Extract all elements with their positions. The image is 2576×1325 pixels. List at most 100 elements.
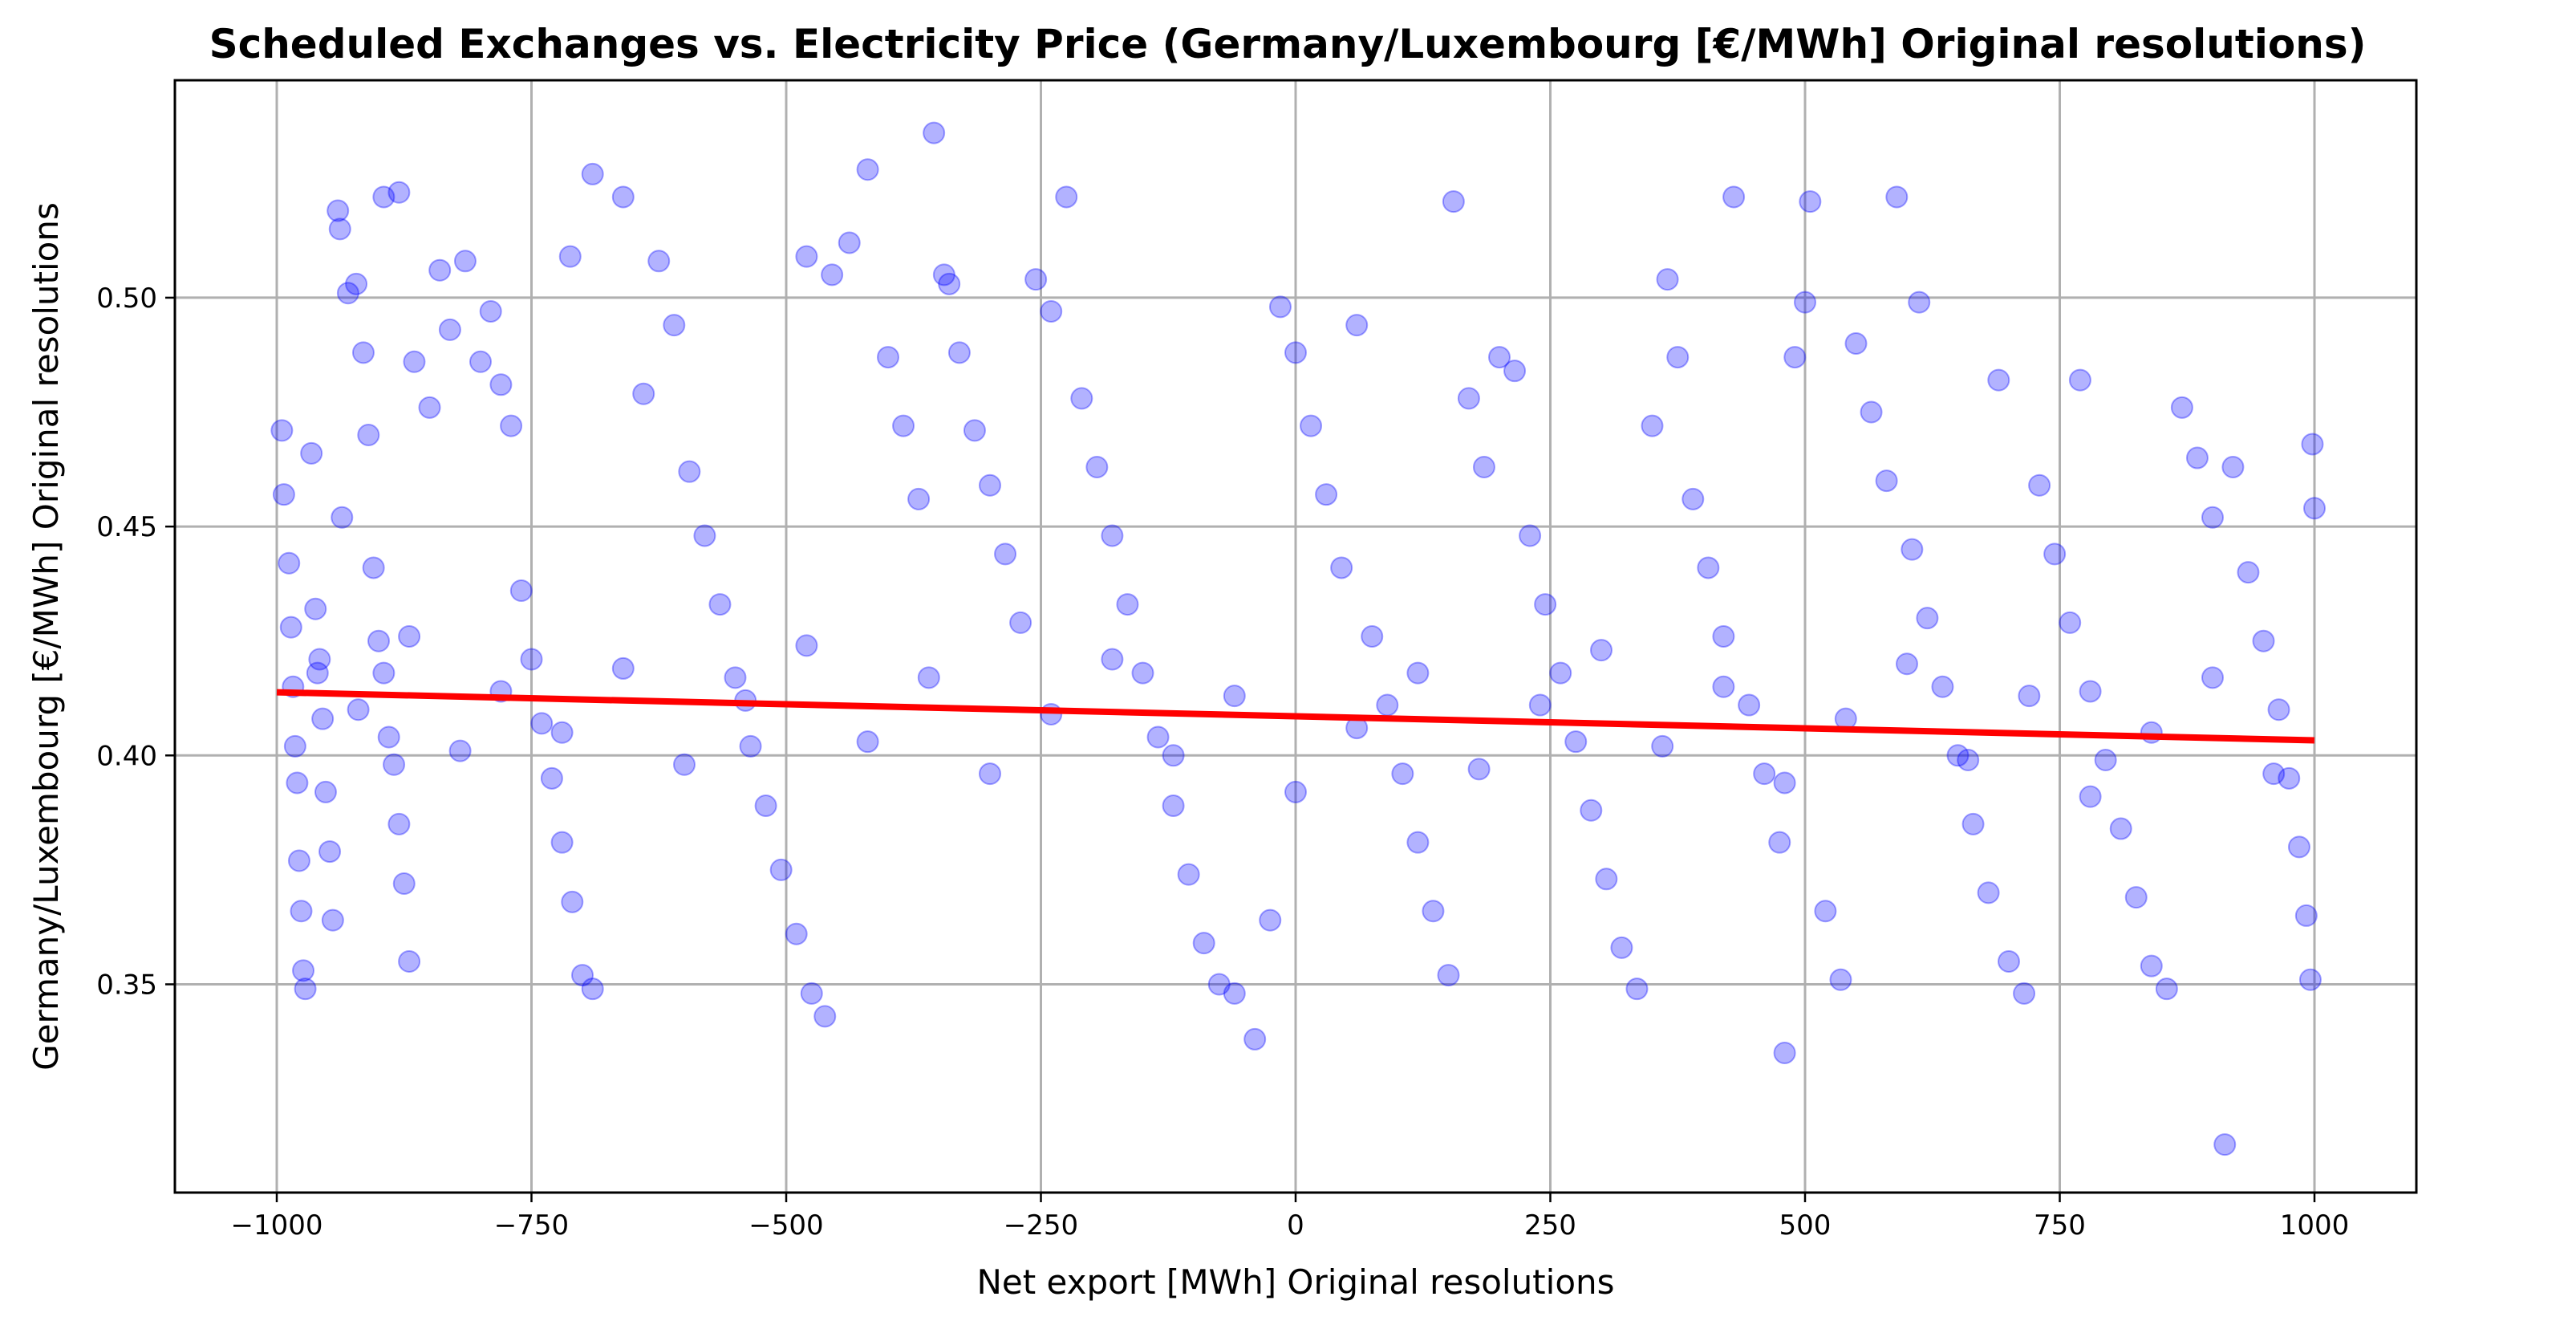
scatter-point — [1101, 524, 1124, 547]
x-tick-label: −750 — [494, 1209, 569, 1242]
scatter-point — [438, 318, 461, 341]
scatter-point — [1885, 185, 1909, 209]
scatter-point — [1376, 693, 1399, 717]
x-tick-label: −1000 — [230, 1209, 323, 1242]
grid-lines — [175, 80, 2416, 1193]
scatter-point — [581, 977, 604, 1001]
scatter-point — [2303, 497, 2326, 520]
scatter-point — [540, 766, 563, 790]
scatter-point — [1361, 625, 1384, 648]
scatter-point — [1315, 483, 1338, 506]
scatter-point — [1534, 593, 1557, 616]
scatter-point — [1998, 949, 2020, 973]
scatter-point — [724, 666, 747, 689]
scatter-point — [581, 162, 604, 185]
scatter-point — [383, 753, 406, 776]
scatter-point — [2185, 446, 2209, 469]
scatter-point — [1284, 780, 1307, 803]
scatter-point — [314, 780, 337, 803]
scatter-point — [1666, 346, 1690, 369]
scatter-point — [272, 483, 295, 506]
scatter-point — [1330, 556, 1353, 579]
scatter-point — [387, 812, 411, 835]
scatter-point — [1243, 1027, 1267, 1051]
scatter-point — [1391, 762, 1414, 786]
scatter-point — [1101, 648, 1124, 671]
scatter-point — [367, 629, 390, 652]
axis-ticks: −1000 −750 −500 −250 0 250 500 750 1000 0.35 0.40 0… — [96, 282, 2349, 1242]
scatter-point — [2028, 474, 2051, 497]
scatter-point — [571, 964, 594, 987]
y-tick-label: 0.35 — [96, 969, 157, 1001]
scatter-point — [892, 414, 915, 437]
scatter-point — [2201, 666, 2224, 689]
scatter-point — [1844, 331, 1868, 355]
scatter-point — [1300, 414, 1323, 437]
scatter-point — [392, 872, 416, 895]
y-tick-label: 0.45 — [96, 511, 157, 543]
scatter-point — [1009, 611, 1032, 634]
scatter-point — [283, 734, 306, 758]
x-tick-label: 1000 — [2280, 1209, 2350, 1242]
scatter-point — [813, 1005, 837, 1028]
scatter-point — [1712, 675, 1735, 698]
scatter-point — [1442, 190, 1465, 213]
scatter-point — [489, 373, 513, 396]
scatter-point — [1738, 693, 1761, 717]
scatter-point — [1799, 190, 1822, 213]
scatter-point — [963, 419, 986, 442]
x-axis-label: Net export [MWh] Original resolutions — [976, 1262, 1614, 1302]
scatter-point — [403, 350, 426, 373]
scatter-point — [398, 625, 421, 648]
scatter-point — [1681, 487, 1705, 510]
scatter-point — [739, 734, 762, 758]
scatter-point — [558, 245, 582, 268]
scatter-point — [1651, 734, 1674, 758]
scatter-point — [2278, 766, 2301, 790]
scatter-point — [877, 346, 899, 369]
scatter-point — [1564, 730, 1588, 754]
scatter-point — [321, 908, 344, 932]
x-tick-label: 0 — [1287, 1209, 1304, 1242]
scatter-point — [1223, 982, 1246, 1005]
scatter-point — [550, 721, 574, 744]
scatter-point — [1437, 964, 1460, 987]
scatter-point — [2155, 977, 2178, 1001]
scatter-point — [311, 707, 335, 730]
scatter-point — [287, 849, 310, 872]
scatter-point — [308, 648, 331, 671]
scatter-point — [1901, 538, 1924, 561]
scatter-point — [1085, 455, 1109, 478]
scatter-point — [932, 263, 955, 287]
scatter-point — [1768, 831, 1791, 854]
scatter-point — [509, 579, 533, 602]
x-tick-label: 750 — [2034, 1209, 2086, 1242]
scatter-point — [479, 300, 502, 323]
scatter-point — [611, 185, 635, 209]
scatter-point — [530, 712, 554, 735]
scatter-point — [1146, 725, 1170, 749]
scatter-point — [673, 753, 696, 776]
scatter-point — [2109, 817, 2132, 840]
scatter-point — [1860, 400, 1883, 424]
scatter-point — [1610, 936, 1633, 959]
scatter-point — [1595, 868, 1618, 891]
scatter-point — [328, 217, 351, 241]
scatter-point — [1829, 968, 1852, 991]
scatter-point — [2201, 506, 2224, 529]
scatter-point — [1040, 702, 1063, 725]
y-tick-label: 0.50 — [96, 282, 157, 315]
scatter-point — [1116, 593, 1139, 616]
scatter-point — [448, 739, 472, 762]
scatter-point — [1472, 455, 1495, 478]
scatter-point — [1773, 1042, 1796, 1065]
scatter-point — [347, 698, 370, 721]
scatter-point — [2213, 1133, 2237, 1156]
scatter-point — [1422, 900, 1445, 923]
scatter-point — [678, 460, 701, 483]
scatter-point — [387, 181, 411, 204]
scatter-point — [1503, 360, 1527, 383]
scatter-point — [1656, 268, 1679, 291]
scatter-point — [1070, 387, 1093, 410]
